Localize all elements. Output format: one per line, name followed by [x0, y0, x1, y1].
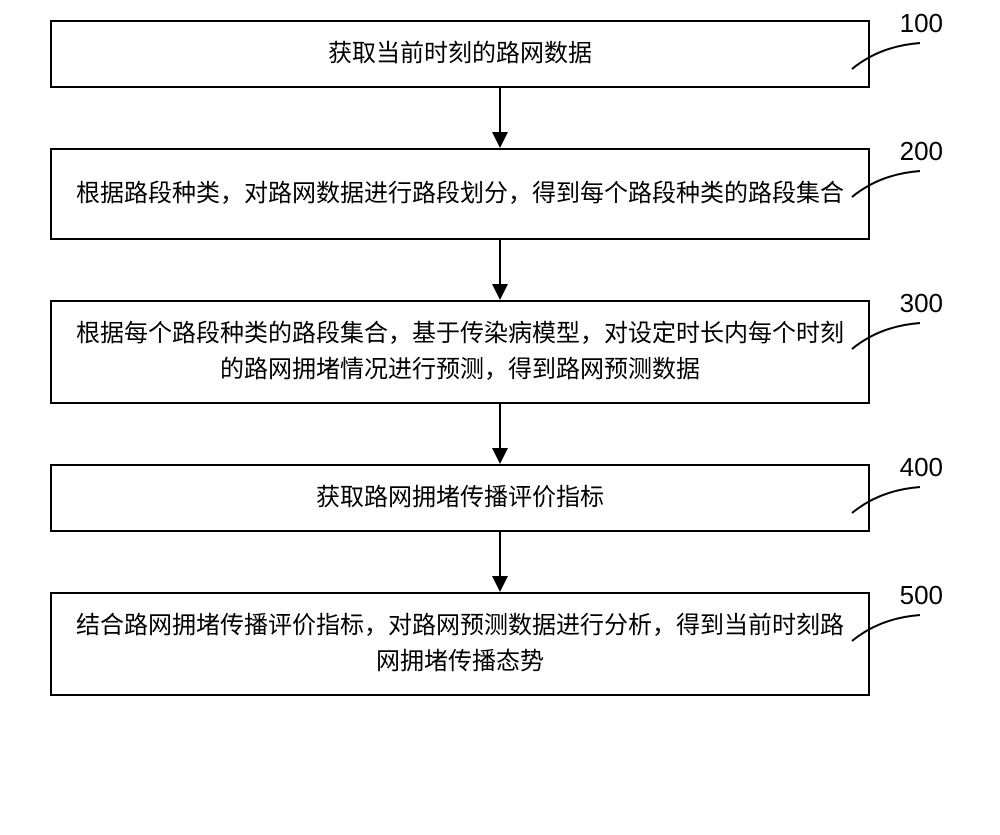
arrow-icon	[480, 404, 520, 464]
arrow-400-500	[90, 532, 910, 592]
label-container-400: 400	[850, 448, 943, 515]
step-label-100: 100	[900, 4, 943, 43]
connector-line-500	[850, 613, 930, 643]
arrow-icon	[480, 240, 520, 300]
flowchart-container: 获取当前时刻的路网数据 100 根据路段种类，对路网数据进行路段划分，得到每个路…	[50, 20, 950, 696]
step-label-300: 300	[900, 284, 943, 323]
connector-line-200	[850, 169, 930, 199]
step-text-300: 根据每个路段种类的路段集合，基于传染病模型，对设定时长内每个时刻的路网拥堵情况进…	[72, 316, 848, 388]
step-box-300: 根据每个路段种类的路段集合，基于传染病模型，对设定时长内每个时刻的路网拥堵情况进…	[50, 300, 870, 404]
arrow-100-200	[90, 88, 910, 148]
label-container-300: 300	[850, 284, 943, 351]
step-wrapper-300: 根据每个路段种类的路段集合，基于传染病模型，对设定时长内每个时刻的路网拥堵情况进…	[50, 300, 950, 404]
step-wrapper-500: 结合路网拥堵传播评价指标，对路网预测数据进行分析，得到当前时刻路网拥堵传播态势 …	[50, 592, 950, 696]
step-box-100: 获取当前时刻的路网数据 100	[50, 20, 870, 88]
arrow-icon	[480, 532, 520, 592]
arrow-200-300	[90, 240, 910, 300]
arrow-icon	[480, 88, 520, 148]
connector-line-400	[850, 485, 930, 515]
step-label-200: 200	[900, 132, 943, 171]
step-label-400: 400	[900, 448, 943, 487]
label-container-100: 100	[850, 4, 943, 71]
step-text-100: 获取当前时刻的路网数据	[328, 36, 592, 72]
connector-line-100	[850, 41, 930, 71]
step-wrapper-100: 获取当前时刻的路网数据 100	[50, 20, 950, 88]
step-text-200: 根据路段种类，对路网数据进行路段划分，得到每个路段种类的路段集合	[76, 176, 844, 212]
step-box-200: 根据路段种类，对路网数据进行路段划分，得到每个路段种类的路段集合 200	[50, 148, 870, 240]
connector-line-300	[850, 321, 930, 351]
label-container-500: 500	[850, 576, 943, 643]
label-container-200: 200	[850, 132, 943, 199]
step-text-500: 结合路网拥堵传播评价指标，对路网预测数据进行分析，得到当前时刻路网拥堵传播态势	[72, 608, 848, 680]
arrow-300-400	[90, 404, 910, 464]
step-box-400: 获取路网拥堵传播评价指标 400	[50, 464, 870, 532]
step-wrapper-200: 根据路段种类，对路网数据进行路段划分，得到每个路段种类的路段集合 200	[50, 148, 950, 240]
step-label-500: 500	[900, 576, 943, 615]
step-wrapper-400: 获取路网拥堵传播评价指标 400	[50, 464, 950, 532]
step-box-500: 结合路网拥堵传播评价指标，对路网预测数据进行分析，得到当前时刻路网拥堵传播态势 …	[50, 592, 870, 696]
step-text-400: 获取路网拥堵传播评价指标	[316, 480, 604, 516]
